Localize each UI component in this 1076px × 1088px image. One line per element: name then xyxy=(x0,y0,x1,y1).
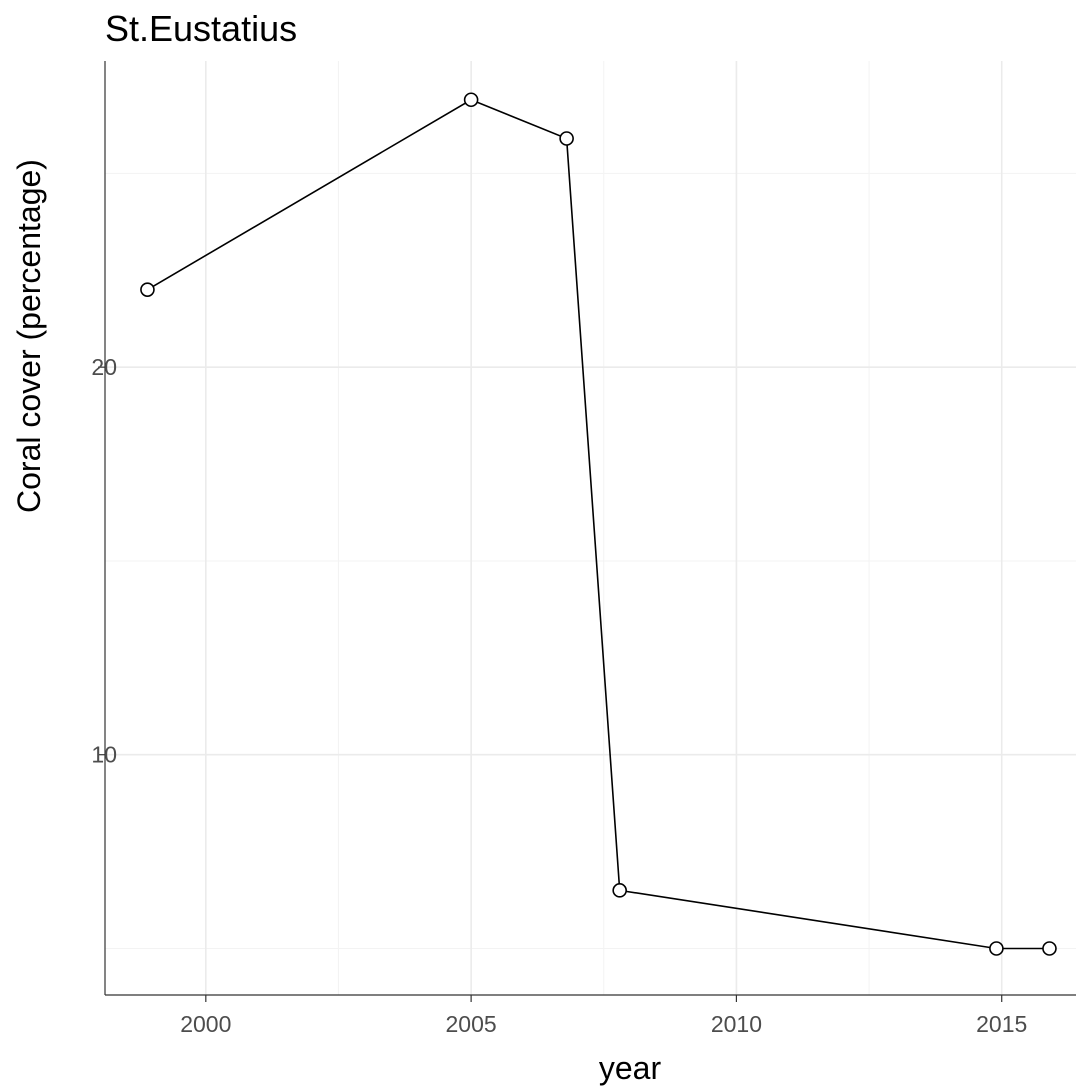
grid xyxy=(105,61,1076,995)
data-point xyxy=(140,282,155,297)
data-point xyxy=(559,131,574,146)
data-point xyxy=(612,883,627,898)
x-tick-label: 2000 xyxy=(180,1011,231,1037)
y-axis-title: Coral cover (percentage) xyxy=(11,159,47,513)
y-tick-label: 10 xyxy=(91,742,117,768)
data-point xyxy=(1042,941,1057,956)
x-tick-label: 2010 xyxy=(711,1011,762,1037)
chart-title: St.Eustatius xyxy=(105,8,297,49)
series-line xyxy=(147,98,1050,950)
ticks: 2000 2005 2010 2015 10 20 xyxy=(91,354,1027,1037)
data-marks xyxy=(140,92,1057,956)
x-tick-label: 2015 xyxy=(976,1011,1027,1037)
x-axis-title: year xyxy=(599,1050,662,1086)
data-point xyxy=(989,941,1004,956)
data-point xyxy=(463,92,479,108)
x-tick-label: 2005 xyxy=(446,1011,497,1037)
y-tick-label: 20 xyxy=(91,354,117,380)
